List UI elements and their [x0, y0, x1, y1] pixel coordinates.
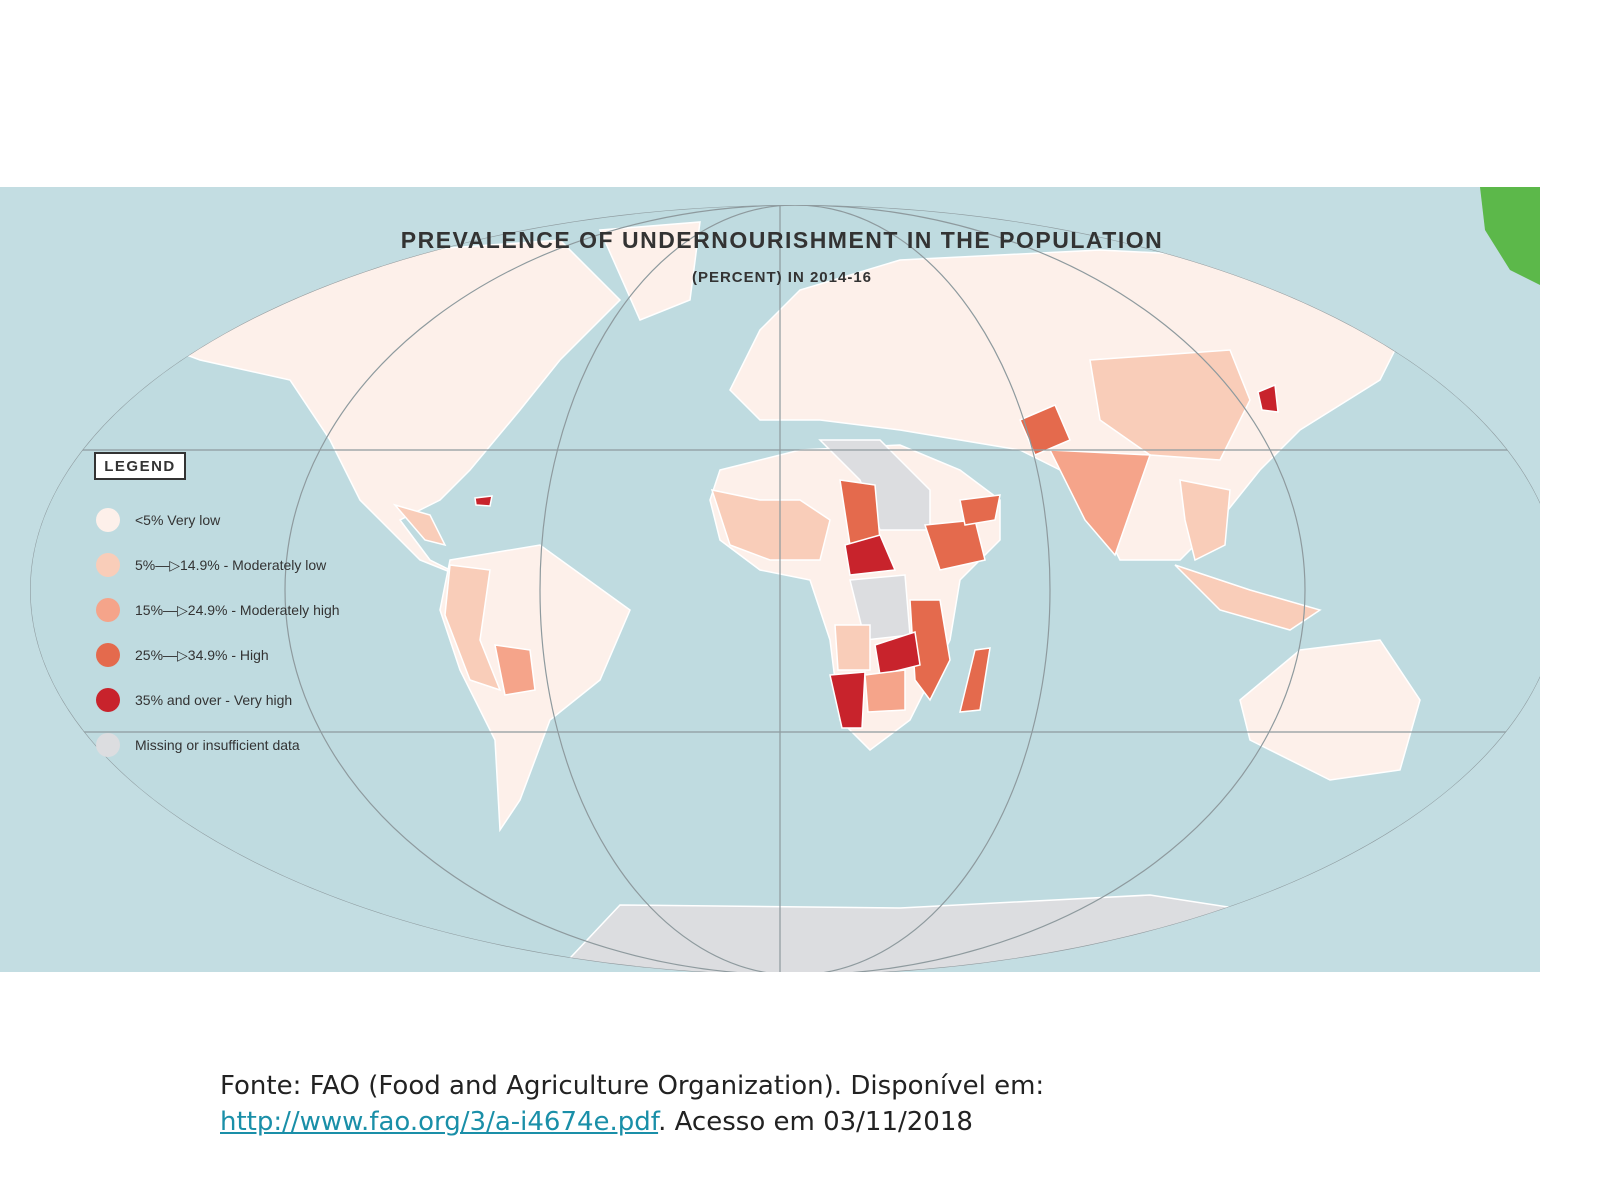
- legend-swatch: [96, 688, 120, 712]
- map-frame: [0, 187, 1540, 972]
- yemen: [959, 494, 1001, 526]
- legend-label: 15%—▷24.9% - Moderately high: [135, 602, 340, 618]
- legend-label: <5% Very low: [135, 512, 221, 528]
- caption-text: Fonte: FAO (Food and Agriculture Organiz…: [220, 1071, 1045, 1101]
- legend-label: Missing or insufficient data: [135, 737, 300, 753]
- legend: <5% Very low 5%—▷14.9% - Moderately low 15…: [96, 508, 340, 757]
- madagascar: [959, 647, 991, 713]
- angola: [834, 624, 871, 671]
- bolivia: [494, 644, 536, 696]
- legend-swatch: [96, 598, 120, 622]
- legend-swatch: [96, 733, 120, 757]
- continents: [30, 205, 1540, 972]
- legend-label: 5%—▷14.9% - Moderately low: [135, 557, 327, 573]
- indonesia: [1174, 564, 1322, 631]
- north-korea: [1257, 383, 1279, 413]
- legend-swatch: [96, 643, 120, 667]
- namibia: [829, 671, 866, 729]
- legend-label: 25%—▷34.9% - High: [135, 647, 269, 663]
- botswana-zimbabwe: [864, 669, 906, 713]
- haiti: [474, 495, 493, 507]
- afghanistan: [1019, 404, 1071, 456]
- zambia: [874, 631, 921, 676]
- india: [1048, 449, 1152, 557]
- source-link[interactable]: http://www.fao.org/3/a-i4674e.pdf: [220, 1107, 659, 1137]
- north-america: [117, 239, 622, 581]
- ethiopia: [923, 519, 986, 571]
- australia: [1239, 639, 1421, 781]
- west-africa: [710, 489, 831, 561]
- china: [1089, 349, 1251, 461]
- legend-title-box: [94, 452, 186, 480]
- caption-suffix: . Acesso em 03/11/2018: [658, 1107, 973, 1137]
- andes: [444, 564, 502, 692]
- eurasia: [729, 249, 1422, 561]
- caption: Fonte: FAO (Food and Agriculture Organiz…: [220, 1068, 1044, 1140]
- legend-label: 35% and over - Very high: [135, 692, 292, 708]
- map-subtitle: (PERCENT) IN 2014-16: [692, 269, 872, 286]
- legend-swatch: [96, 553, 120, 577]
- map: PREVALENCE OF UNDERNOURISHMENT IN THE PO…: [0, 187, 1540, 972]
- legend-title: LEGEND: [104, 458, 176, 475]
- map-title: PREVALENCE OF UNDERNOURISHMENT IN THE PO…: [401, 227, 1163, 253]
- southeast-asia: [1179, 479, 1231, 562]
- corner-land: [1480, 187, 1540, 285]
- graticule: [284, 205, 1306, 972]
- graticule: [539, 205, 1051, 972]
- central-america: [392, 503, 447, 547]
- greenland: [598, 221, 701, 321]
- legend-swatch: [96, 508, 120, 532]
- central-african-republic: [844, 534, 897, 576]
